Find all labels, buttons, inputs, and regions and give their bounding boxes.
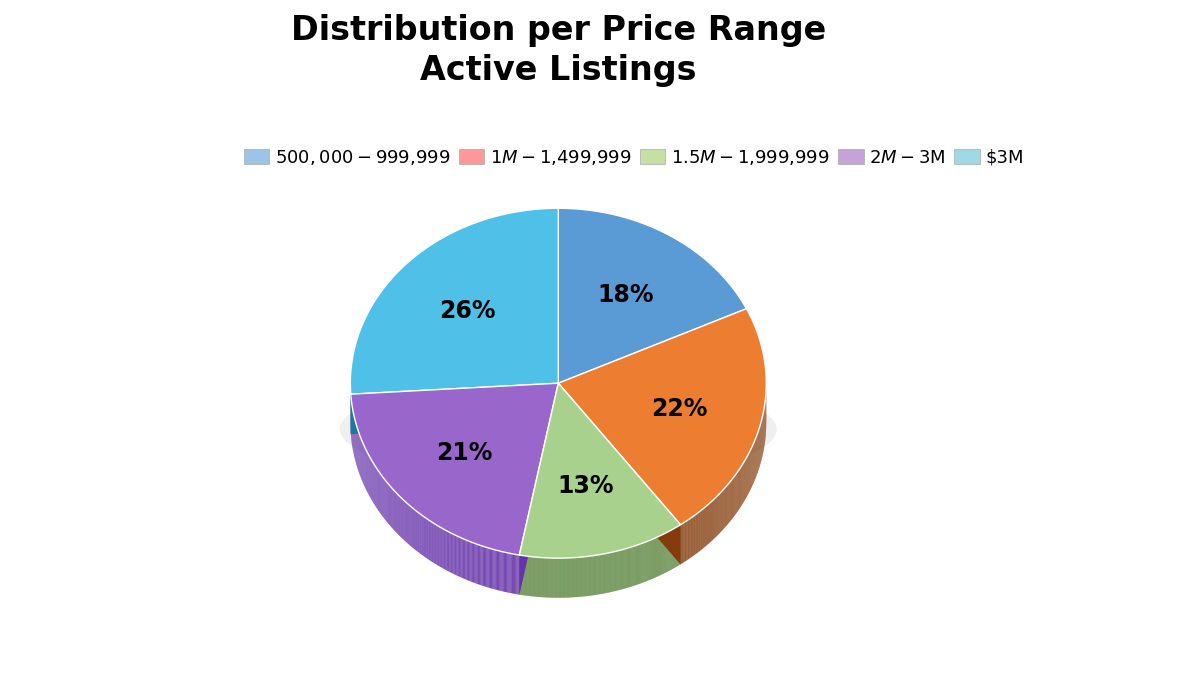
Legend: $500,000 - $999,999, $1M - $1,499,999, $1.5M - $1,999,999, $2M - $3M, $3M: $500,000 - $999,999, $1M - $1,499,999, $… <box>244 148 1023 167</box>
Polygon shape <box>519 384 681 558</box>
Ellipse shape <box>340 377 777 482</box>
Text: 13%: 13% <box>557 474 614 497</box>
Text: 22%: 22% <box>651 397 707 421</box>
Polygon shape <box>558 384 681 564</box>
Polygon shape <box>351 384 558 434</box>
Text: 26%: 26% <box>439 299 495 324</box>
Polygon shape <box>519 384 558 594</box>
Polygon shape <box>351 384 558 555</box>
Polygon shape <box>558 309 766 525</box>
Text: 18%: 18% <box>597 282 653 307</box>
Polygon shape <box>519 384 558 594</box>
Text: 21%: 21% <box>437 441 493 464</box>
Text: Distribution per Price Range
Active Listings: Distribution per Price Range Active List… <box>290 13 826 88</box>
Polygon shape <box>350 208 558 394</box>
Polygon shape <box>558 208 746 384</box>
Polygon shape <box>558 384 681 564</box>
Polygon shape <box>351 384 558 434</box>
